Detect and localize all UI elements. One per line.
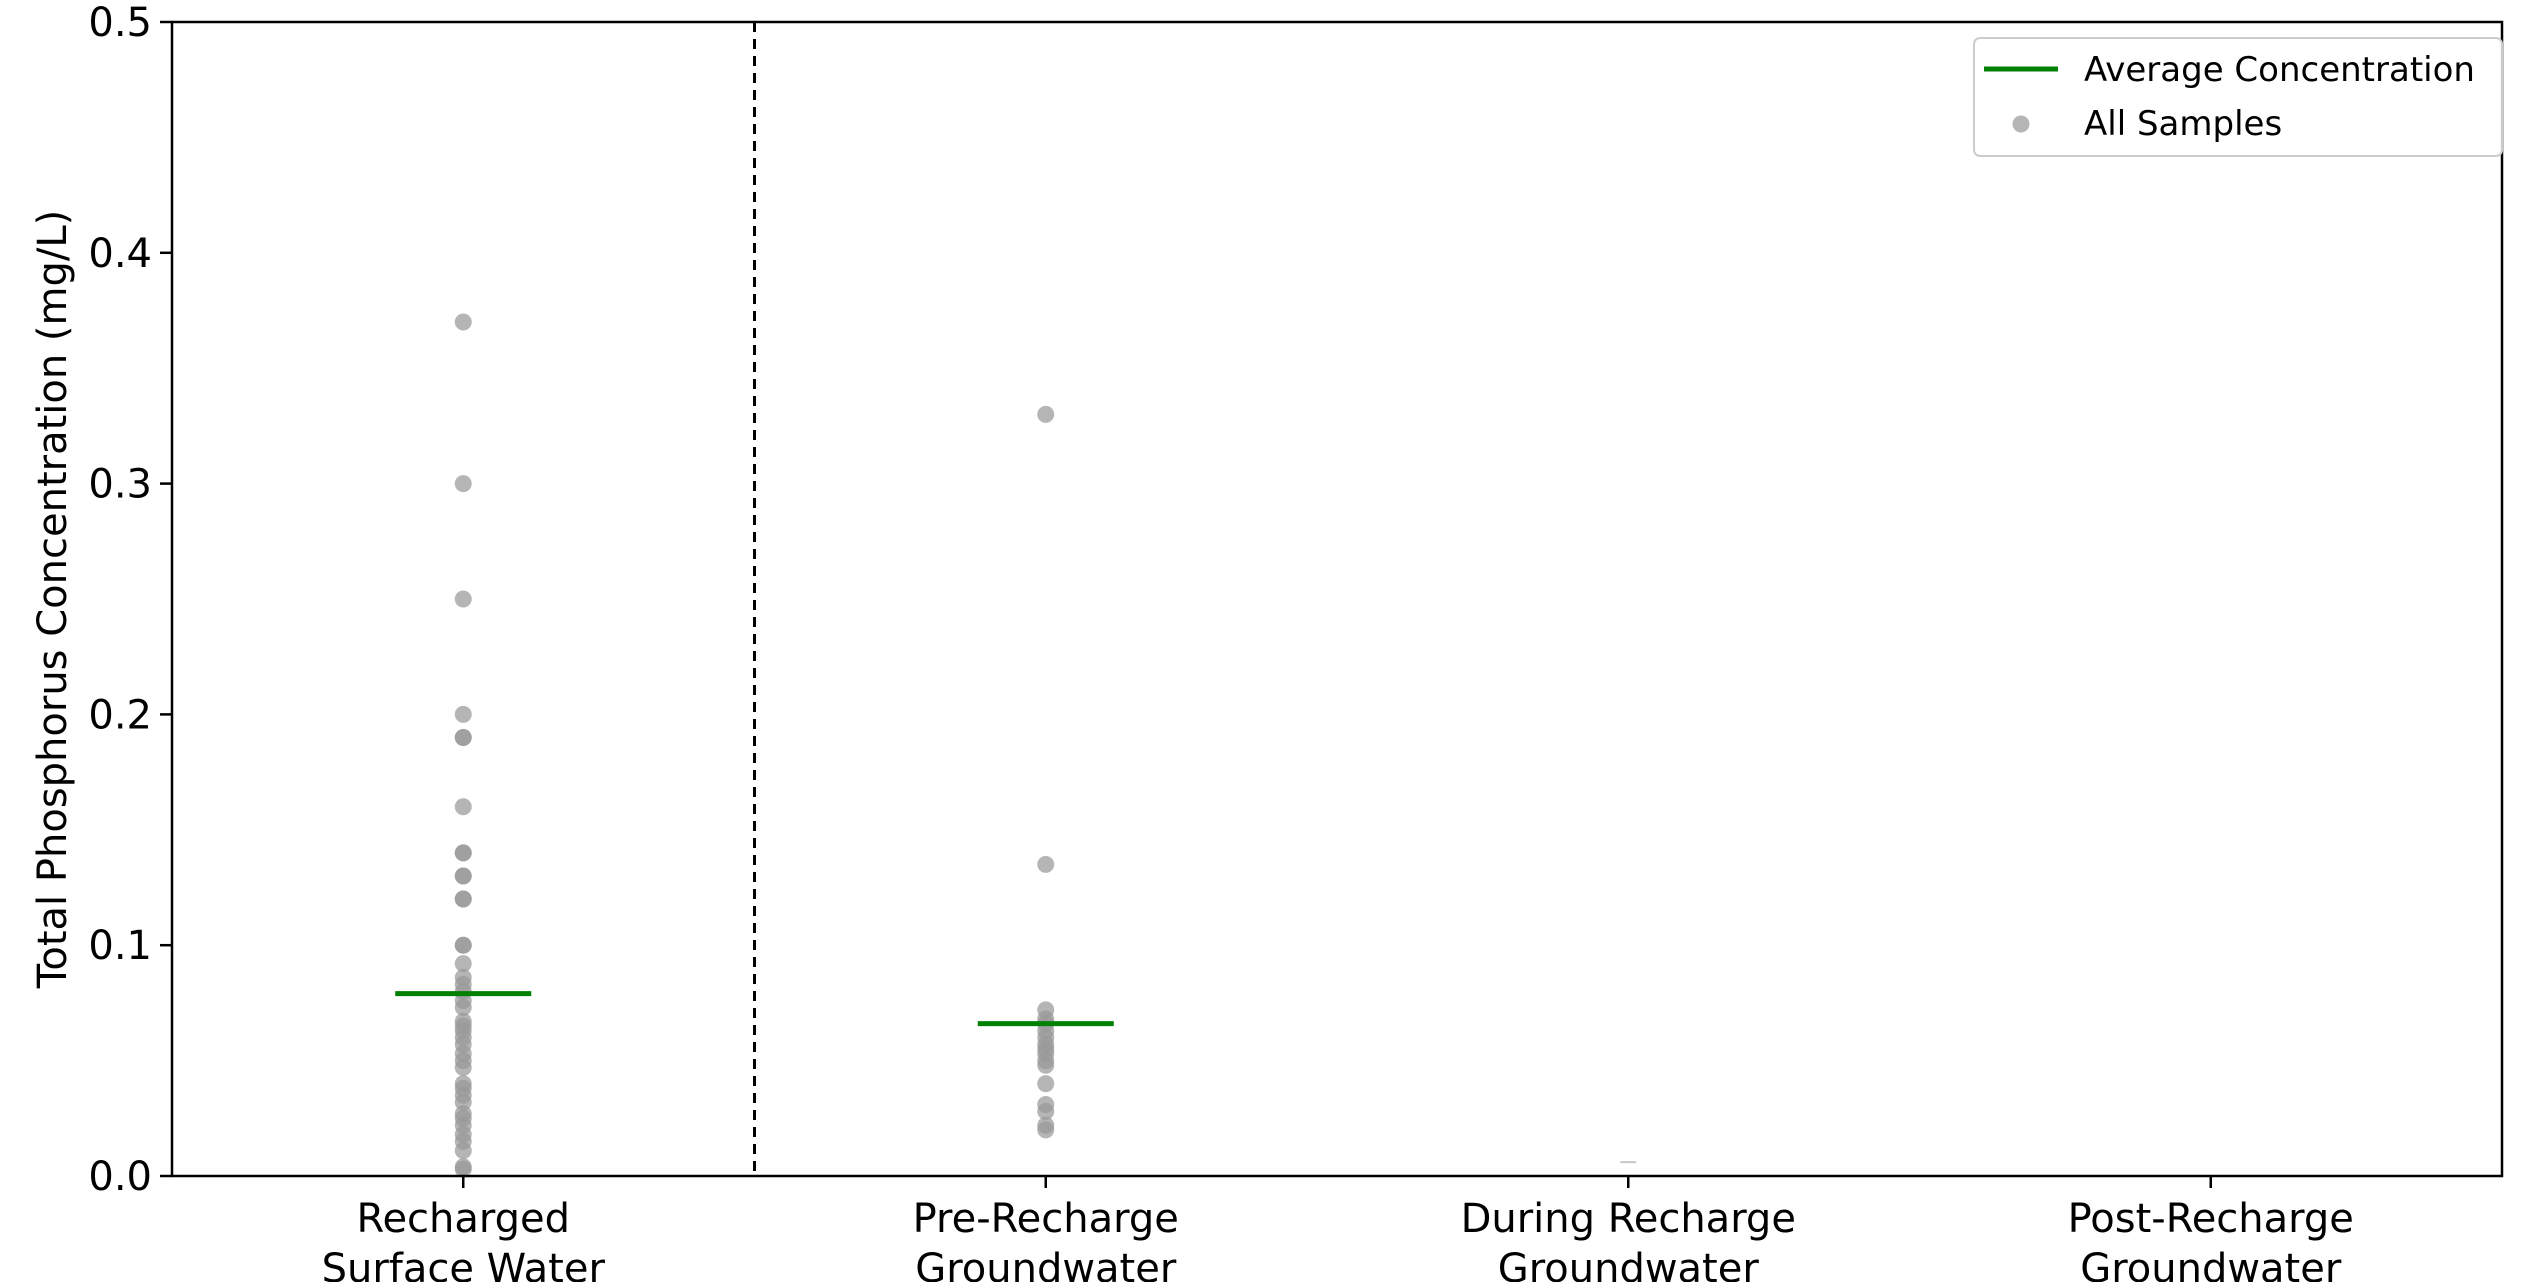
legend: Average Concentration All Samples: [1973, 37, 2503, 157]
y-tick-label: 0.0: [88, 1154, 152, 1200]
x-tick-label: Pre-Recharge: [913, 1196, 1179, 1242]
sample-point: [1037, 1121, 1055, 1139]
sample-point: [454, 590, 472, 608]
sample-point: [454, 867, 472, 885]
y-tick-label: 0.3: [88, 462, 152, 508]
sample-point: [1037, 1102, 1055, 1120]
sample-point: [1037, 1056, 1055, 1074]
sample-point: [454, 999, 472, 1017]
legend-average-label: Average Concentration: [2084, 50, 2475, 90]
y-tick-label: 0.5: [88, 0, 152, 46]
sample-point: [1037, 1075, 1055, 1093]
axes: 0.0 0.1 0.2 0.3 0.4 0.5 Recharged Surface Water…: [30, 0, 2504, 1282]
legend-box: [1973, 37, 2503, 157]
plot-area: [395, 22, 1637, 1178]
y-tick-label: 0.4: [88, 231, 152, 277]
sample-point: [454, 705, 472, 723]
sample-point: [454, 936, 472, 954]
sample-point: [454, 798, 472, 816]
sample-point: [454, 313, 472, 331]
x-tick-label: Groundwater: [1498, 1246, 1760, 1282]
legend-samples-label: All Samples: [2084, 104, 2282, 144]
x-tick-label: Surface Water: [322, 1246, 606, 1282]
sample-point: [454, 1142, 472, 1160]
y-tick-label: 0.2: [88, 692, 152, 738]
y-axis-title: Total Phosphorus Concentration (mg/L): [30, 210, 76, 990]
sample-point: [454, 475, 472, 493]
x-tick-label: Recharged: [356, 1196, 570, 1242]
legend-samples-swatch: [2012, 115, 2030, 133]
plot-frame: [170, 20, 2504, 1178]
sample-point: [454, 1160, 472, 1178]
x-tick-label: Groundwater: [915, 1246, 1177, 1282]
sample-point: [454, 728, 472, 746]
sample-point: [454, 1059, 472, 1077]
sample-point: [454, 890, 472, 908]
sample-point: [454, 955, 472, 973]
y-tick-label: 0.1: [88, 923, 152, 969]
sample-point: [1037, 855, 1055, 873]
sample-point: [1037, 405, 1055, 423]
sample-point: [454, 844, 472, 862]
x-tick-label: Post-Recharge: [2068, 1196, 2354, 1242]
x-tick-label: During Recharge: [1461, 1196, 1796, 1242]
x-tick-label: Groundwater: [2080, 1246, 2342, 1282]
